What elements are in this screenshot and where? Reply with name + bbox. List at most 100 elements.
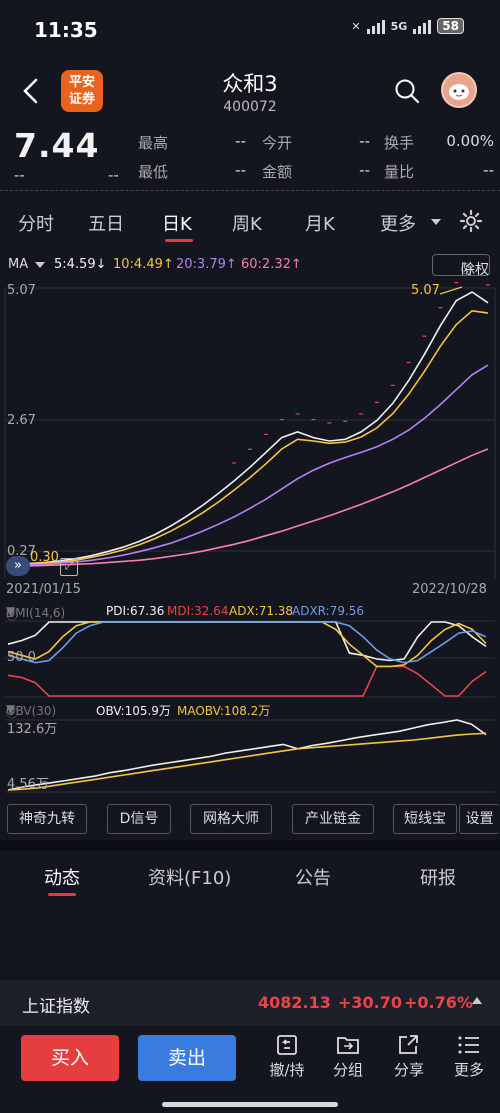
quote-value-low: -- [235,161,246,179]
x-end-date: 2022/10/28 [412,582,487,597]
tool-industry-chain[interactable]: 产业链金 [292,804,374,834]
tool-settings[interactable]: 设置 [459,804,499,834]
signal-icon-2 [413,18,432,34]
gear-icon[interactable] [459,209,483,233]
share-button[interactable]: 分享 [384,1034,434,1080]
y-tick-mid: 2.67 [7,413,36,428]
signal-icon [366,18,385,34]
cancel-hold-label: 撤/持 [269,1061,305,1079]
more-dropdown-icon[interactable] [430,218,442,226]
obv-series-0-line [7,719,487,791]
current-price: 7.44 [14,126,100,165]
tool-d-signal[interactable]: D信号 [107,804,171,834]
menu-icon [458,1036,479,1054]
index-change-pct: +0.76% [404,993,473,1012]
quote-label-high: 最高 [138,134,169,152]
tab-weekly-k[interactable]: 周K [232,214,262,235]
tool-short-term[interactable]: 短线宝 [393,804,457,834]
fq-button[interactable]: ⓘ 除权 [432,254,490,278]
k-line-chart[interactable] [0,278,500,588]
quote-label-open: 今开 [262,134,293,152]
quote-label-low: 最低 [138,163,169,181]
obv-value: OBV:105.9万 [96,704,171,718]
x-start-date: 2021/01/15 [6,582,81,597]
share-icon [399,1035,418,1054]
info-icon: ⓘ [461,263,472,276]
obv-legend: ⓘ OBV(30) ▼ OBV:105.9万 MAOBV:108.2万 [0,700,500,720]
avatar[interactable] [441,72,477,108]
obv-chart[interactable] [0,718,500,794]
quote-panel: 7.44 -- -- 最高 -- 今开 -- 换手 0.00% 最低 -- 金额… [0,122,500,194]
status-icons: ✕ 5G 58 [351,18,464,34]
more-label: 更多 [453,1061,484,1079]
stock-code: 400072 [223,99,277,115]
tab-news[interactable]: 动态 [44,868,80,889]
k-series-0-line [11,291,489,566]
dmi-name[interactable]: ⓘ DMI(14,6) ▼ [6,604,66,622]
ma5-value: 5:4.59↓ [54,257,107,272]
max-annotation: 5.07 [411,283,440,298]
ma-legend: MA 5:4.59↓ 10:4.49↑ 20:3.79↑ 60:2.32↑ ⓘ … [0,252,500,278]
obv-title: OBV(30) [6,704,57,718]
expand-left-icon[interactable]: » [6,556,30,576]
search-icon[interactable] [394,78,420,104]
ma-dropdown-icon[interactable] [35,262,45,269]
network-label: 5G [390,19,408,33]
mdi-value: MDI:32.64 [167,604,229,618]
ma10-value: 10:4.49↑ [113,257,174,272]
tab-monthly-k[interactable]: 月K [305,214,335,235]
fullscreen-icon[interactable]: ⤢ [60,558,78,576]
quote-label-turnover: 换手 [384,134,415,152]
obv-y-tick-min: 4.56万 [7,777,49,792]
ma20-value: 20:3.79↑ [176,257,237,272]
group-label: 分组 [332,1061,363,1079]
expand-up-icon[interactable] [472,997,482,1004]
tab-intraday[interactable]: 分时 [18,214,54,235]
index-name: 上证指数 [22,997,90,1017]
more-button[interactable]: 更多 [444,1034,494,1080]
k-series-2-line [11,364,489,567]
avatar-face-icon [449,84,469,100]
tab-five-day[interactable]: 五日 [88,214,124,235]
tab-more[interactable]: 更多 [380,214,416,235]
tab-announcements[interactable]: 公告 [295,868,331,889]
status-time: 11:35 [34,18,98,42]
info-tabs: 动态 资料(F10) 公告 研报 [0,852,500,900]
tab-f10[interactable]: 资料(F10) [148,868,232,889]
info-icon: ⓘ [6,608,19,622]
price-change: -- [14,166,25,184]
bottom-action-bar: 买入 卖出 撤/持 分组 分享 更多 [0,1026,500,1113]
k-series-1-line [11,309,489,566]
charts-area[interactable]: 5.07 2.67 0.27 5.07 0.30 2021/01/15 2022… [0,278,500,600]
folder-icon [337,1037,359,1054]
sell-button[interactable]: 卖出 [138,1035,236,1081]
k-series-3-line [12,448,489,567]
quote-value-turnover: 0.00% [446,132,494,150]
tool-magic-nine[interactable]: 神奇九转 [7,804,87,834]
obv-y-tick-max: 132.6万 [7,722,58,737]
buy-button[interactable]: 买入 [21,1035,119,1081]
tool-grid-master[interactable]: 网格大师 [190,804,272,834]
logo-line-2: 证券 [68,92,95,107]
y-tick-max: 5.07 [7,283,36,298]
quote-value-amount: -- [359,161,370,179]
index-ticker[interactable]: 上证指数 4082.13 +30.70 +0.76% [0,980,500,1026]
max-annotation-pointer [439,286,463,295]
back-icon[interactable] [18,76,44,106]
dmi-chart[interactable] [0,620,500,698]
fq-label: 除权 [461,262,489,278]
cancel-hold-button[interactable]: 撤/持 [262,1034,312,1080]
quote-value-high: -- [235,132,246,150]
active-info-tab-indicator [48,893,76,896]
obv-series-1-line [7,732,487,791]
ma-label[interactable]: MA [8,257,29,272]
group-button[interactable]: 分组 [323,1034,373,1080]
y-tick-min: 0.27 [7,544,36,559]
obv-name[interactable]: ⓘ OBV(30) ▼ [6,702,57,720]
status-bar: 11:35 ✕ 5G 58 [0,0,500,62]
dmi-y-tick: 50.0 [7,650,36,665]
mute-icon: ✕ [351,19,361,33]
tab-research[interactable]: 研报 [420,868,456,889]
tab-daily-k[interactable]: 日K [162,214,192,235]
index-change: +30.70 [338,993,403,1012]
